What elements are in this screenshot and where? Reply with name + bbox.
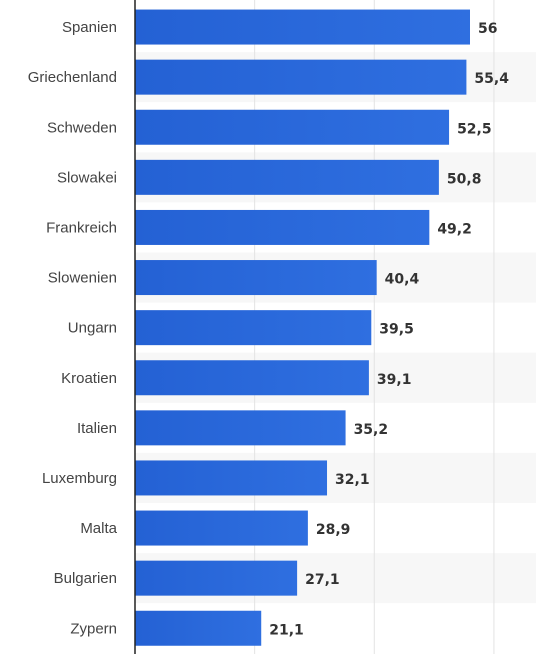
bar — [135, 9, 470, 45]
category-label: Zypern — [70, 620, 117, 637]
value-label: 56 — [478, 21, 497, 37]
category-label: Malta — [80, 520, 117, 537]
value-labels: 56 55,4 52,5 50,8 49,2 40,4 39,5 39,1 35,2 32,1 28… — [269, 21, 509, 638]
category-label: Griechenland — [28, 69, 117, 86]
category-label: Schweden — [47, 119, 117, 136]
bar — [135, 360, 369, 396]
category-label: Ungarn — [68, 320, 117, 337]
category-label: Luxemburg — [42, 470, 117, 487]
bar — [135, 610, 262, 646]
bar — [135, 159, 439, 195]
bar — [135, 410, 346, 446]
bars — [135, 9, 470, 646]
bar — [135, 560, 298, 596]
value-label: 49,2 — [437, 221, 472, 237]
value-label: 40,4 — [385, 272, 420, 288]
category-label: Kroatien — [61, 370, 117, 387]
value-label: 39,5 — [379, 322, 414, 338]
value-label: 52,5 — [457, 121, 492, 137]
category-label: Frankreich — [46, 219, 117, 236]
category-label: Slowenien — [48, 270, 117, 287]
value-label: 21,1 — [269, 622, 304, 638]
value-label: 32,1 — [335, 472, 370, 488]
value-label: 27,1 — [305, 572, 340, 588]
category-label: Bulgarien — [54, 570, 117, 587]
value-label: 39,1 — [377, 372, 412, 388]
bar — [135, 209, 430, 245]
category-label: Spanien — [62, 19, 117, 36]
bar — [135, 59, 467, 95]
bar — [135, 109, 450, 145]
bar — [135, 310, 372, 346]
bar — [135, 510, 308, 546]
category-label: Italien — [77, 420, 117, 437]
value-label: 55,4 — [474, 71, 509, 87]
category-labels: Spanien Griechenland Schweden Slowakei Frank… — [28, 19, 118, 637]
category-label: Slowakei — [57, 169, 117, 186]
value-label: 35,2 — [354, 422, 389, 438]
value-label: 28,9 — [316, 522, 351, 538]
value-label: 50,8 — [447, 171, 482, 187]
bar — [135, 460, 328, 496]
bar — [135, 260, 377, 296]
